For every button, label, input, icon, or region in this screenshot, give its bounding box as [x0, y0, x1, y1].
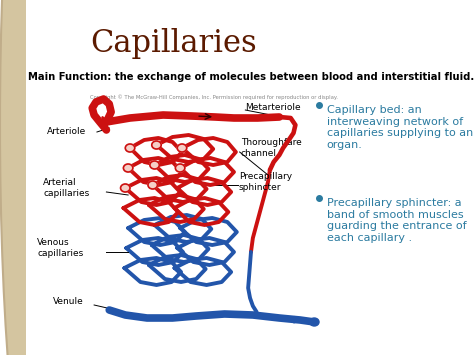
Ellipse shape	[125, 144, 135, 152]
Text: Venous
capillaries: Venous capillaries	[37, 238, 83, 258]
Ellipse shape	[175, 164, 185, 172]
Text: Arterial
capillaries: Arterial capillaries	[43, 178, 89, 198]
Ellipse shape	[0, 0, 78, 355]
Text: Precapillary
sphincter: Precapillary sphincter	[239, 172, 292, 192]
Text: Capillary bed: an interweaving network of capillaries supplying to an organ.: Capillary bed: an interweaving network o…	[327, 105, 473, 150]
Ellipse shape	[150, 161, 159, 169]
Text: Main Function: the exchange of molecules between blood and interstitial fluid.: Main Function: the exchange of molecules…	[28, 72, 474, 82]
Ellipse shape	[120, 184, 130, 192]
Text: Thoroughfare
channel: Thoroughfare channel	[241, 138, 301, 158]
Text: Copyright © The McGraw-Hill Companies, Inc. Permission required for reproduction: Copyright © The McGraw-Hill Companies, I…	[91, 94, 338, 100]
Ellipse shape	[148, 181, 157, 189]
Ellipse shape	[310, 318, 319, 326]
Text: Precapillary sphincter: a band of smooth muscles guarding the entrance of each c: Precapillary sphincter: a band of smooth…	[327, 198, 466, 243]
Text: Capillaries: Capillaries	[91, 28, 257, 59]
Ellipse shape	[152, 141, 161, 149]
Text: Venule: Venule	[53, 297, 83, 306]
Ellipse shape	[177, 144, 187, 152]
Text: Arteriole: Arteriole	[47, 127, 86, 137]
Text: Metarteriole: Metarteriole	[246, 104, 301, 113]
Ellipse shape	[123, 164, 133, 172]
